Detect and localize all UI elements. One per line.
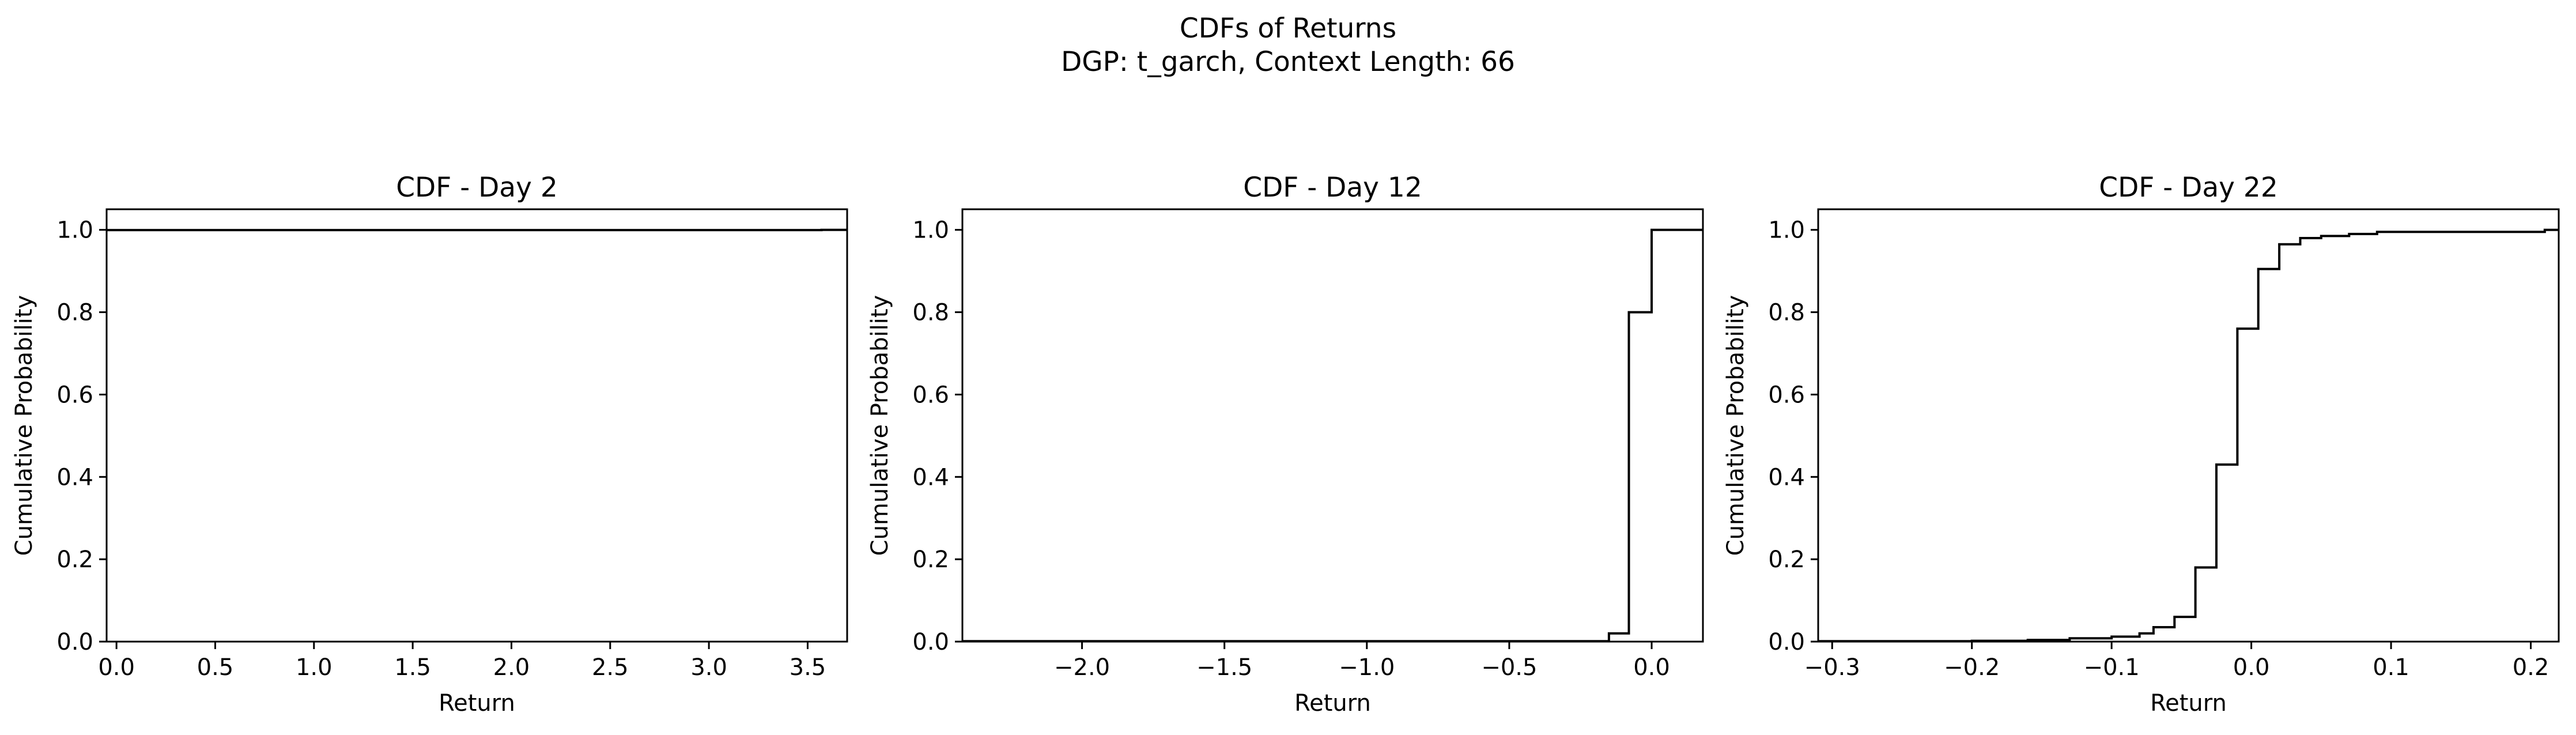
chart-panel-3: CDF - Day 22 −0.3 −0.2 −0.1 0.0 0.1 0.2 0.0 0.2 0…	[1723, 172, 2560, 717]
x-tick-label: 0.0	[1633, 654, 1670, 681]
y-tick-label: 0.8	[56, 300, 93, 326]
axes-frame	[1817, 208, 2560, 643]
y-tick-label: 0.4	[56, 464, 93, 491]
x-tick-label: 3.0	[690, 654, 727, 681]
y-tick-label: 0.4	[1768, 464, 1805, 491]
x-tick-label: 0.5	[197, 654, 234, 681]
figure-subtitle: DGP: t_garch, Context Length: 66	[1061, 46, 1515, 78]
y-tick-label: 0.6	[912, 382, 949, 408]
y-tick-label: 0.6	[56, 382, 93, 408]
y-tick-label: 1.0	[1768, 217, 1805, 244]
y-tick-label: 0.2	[56, 546, 93, 573]
x-tick-label: −0.2	[1944, 654, 2000, 681]
x-tick-label: −0.5	[1481, 654, 1537, 681]
x-axis-label: Return	[439, 690, 515, 717]
y-tick-label: 0.2	[912, 546, 949, 573]
y-tick-label: 0.6	[1768, 382, 1805, 408]
panel-title: CDF - Day 12	[1243, 172, 1422, 203]
x-tick-label: −0.3	[1804, 654, 1860, 681]
cdf-step-line	[962, 228, 1703, 643]
y-tick-label: 0.0	[56, 629, 93, 655]
axes-frame	[105, 208, 848, 643]
y-tick-label: 0.0	[912, 629, 949, 655]
x-tick-label: −2.0	[1054, 654, 1110, 681]
x-tick-label: 0.2	[2513, 654, 2549, 681]
x-tick-label: 1.0	[296, 654, 333, 681]
x-tick-label: 2.5	[592, 654, 629, 681]
y-tick-label: 0.0	[1768, 629, 1805, 655]
y-tick-label: 0.2	[1768, 546, 1805, 573]
x-tick-label: 0.0	[98, 654, 135, 681]
x-tick-label: −0.1	[2084, 654, 2140, 681]
x-tick-label: 1.5	[394, 654, 431, 681]
x-tick-label: 0.1	[2373, 654, 2409, 681]
x-tick-label: −1.0	[1339, 654, 1395, 681]
x-tick-label: 3.5	[790, 654, 826, 681]
panel-title: CDF - Day 22	[2099, 172, 2277, 203]
cdf-step-line	[1818, 228, 2559, 643]
x-axis-label: Return	[2150, 690, 2227, 717]
axes-frame	[961, 208, 1704, 643]
y-tick-label: 1.0	[912, 217, 949, 244]
chart-panel-2: CDF - Day 12 −2.0 −1.5 −1.0 −0.5 0.0 0.0 0.2 0.4…	[867, 172, 1704, 717]
x-tick-label: 2.0	[493, 654, 530, 681]
chart-panel-1: CDF - Day 2 0.0 0.5 1.0 1.5 2.0 2.5 3.0 3.5 0.0 0.…	[11, 172, 848, 717]
y-tick-label: 0.4	[912, 464, 949, 491]
y-tick-label: 0.8	[1768, 300, 1805, 326]
panel-title: CDF - Day 2	[396, 172, 558, 203]
x-axis-label: Return	[1294, 690, 1371, 717]
y-axis-label: Cumulative Probability	[11, 295, 37, 556]
y-tick-label: 0.8	[912, 300, 949, 326]
x-tick-label: −1.5	[1196, 654, 1252, 681]
y-axis-label: Cumulative Probability	[867, 295, 893, 556]
y-tick-label: 1.0	[56, 217, 93, 244]
figure-title: CDFs of Returns	[1179, 13, 1397, 44]
y-axis-label: Cumulative Probability	[1723, 295, 1749, 556]
x-tick-label: 0.0	[2233, 654, 2270, 681]
